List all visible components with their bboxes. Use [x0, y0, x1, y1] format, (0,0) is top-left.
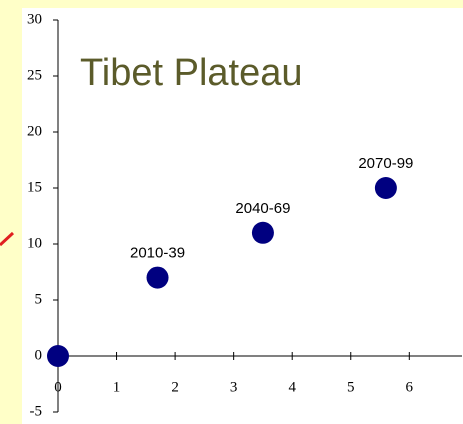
point — [47, 345, 69, 367]
point-label: 2070-99 — [358, 155, 413, 172]
x-tick-label: 4 — [288, 379, 296, 395]
y-tick-label: 30 — [27, 11, 42, 27]
y-tick-label: 10 — [27, 235, 42, 251]
y-tick-label: 5 — [35, 291, 43, 307]
y-tick-label: 20 — [27, 123, 42, 139]
x-tick-label: 6 — [406, 379, 414, 395]
x-tick-label: 5 — [347, 379, 355, 395]
point-label: 2010-39 — [130, 245, 185, 262]
pointer-line — [0, 231, 15, 247]
y-tick-label: 0 — [35, 347, 43, 363]
plot-background — [22, 8, 463, 424]
point — [251, 221, 274, 244]
x-tick-label: 3 — [230, 379, 238, 395]
x-tick-label: 0 — [54, 379, 62, 395]
point — [146, 266, 169, 289]
y-tick-label: -5 — [30, 403, 43, 419]
y-tick-label: 25 — [27, 67, 42, 83]
point — [374, 177, 397, 199]
chart-title: Tibet Plateau — [80, 52, 303, 94]
x-tick-label: 1 — [113, 379, 121, 395]
y-tick-label: 15 — [27, 179, 42, 195]
x-tick-label: 2 — [171, 379, 179, 395]
point-label: 2040-69 — [235, 200, 290, 217]
